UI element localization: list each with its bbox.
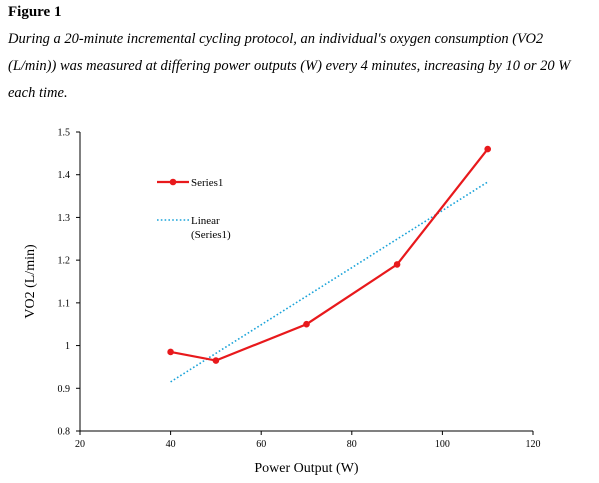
x-tick-label: 100 [435,439,450,450]
legend-linear-label-2: (Series1) [191,229,231,241]
x-tick-label: 40 [166,439,176,450]
trendline-group [170,181,489,383]
y-tick-label: 1.1 [58,298,71,309]
y-tick-label: 0.8 [58,427,71,438]
legend-series1-label: Series1 [191,177,223,189]
figure-label: Figure 1 [8,4,62,20]
linear-trendline [170,181,489,383]
data-point [212,357,220,364]
chart-legend: Series1 Linear (Series1) [157,177,231,241]
y-tick-label: 1 [65,341,70,352]
legend-series1-marker [169,178,177,186]
y-tick-label: 1.3 [58,213,71,224]
data-point [303,320,310,328]
y-tick-label: 1.4 [58,170,71,181]
legend-linear-label: Linear [191,215,220,227]
x-tick-label: 60 [256,439,266,450]
y-axis-title: VO2 (L/min) [23,244,38,319]
data-point [484,145,492,153]
y-axis-ticks: 0.8 0.9 1 1.1 1.2 1.3 1.4 1.5 [58,128,80,438]
chart-axes [79,132,533,432]
series-group [167,145,492,364]
x-tick-label: 20 [75,439,85,450]
x-tick-label: 80 [347,439,357,450]
x-tick-label: 120 [526,439,541,450]
y-tick-label: 1.2 [58,256,71,267]
x-axis-title: Power Output (W) [254,461,359,476]
x-axis-ticks: 20 40 60 80 100 120 [75,431,541,450]
figure-caption: During a 20-minute incremental cycling p… [8,31,571,101]
y-tick-label: 0.9 [58,384,71,395]
data-point [393,261,401,268]
y-tick-label: 1.5 [58,128,71,139]
data-point [167,348,174,356]
